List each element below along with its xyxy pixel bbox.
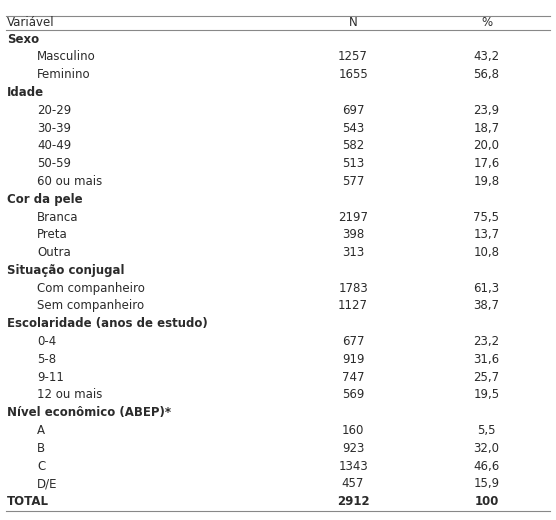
Text: 40-49: 40-49	[37, 139, 72, 152]
Text: 12 ou mais: 12 ou mais	[37, 388, 103, 401]
Text: 75,5: 75,5	[474, 211, 499, 224]
Text: 577: 577	[342, 175, 364, 188]
Text: TOTAL: TOTAL	[7, 495, 49, 508]
Text: 46,6: 46,6	[473, 460, 500, 473]
Text: 5,5: 5,5	[477, 424, 496, 437]
Text: 50-59: 50-59	[37, 157, 71, 170]
Text: 31,6: 31,6	[474, 353, 499, 366]
Text: 569: 569	[342, 388, 364, 401]
Text: 25,7: 25,7	[474, 371, 499, 384]
Text: 543: 543	[342, 122, 364, 135]
Text: 513: 513	[342, 157, 364, 170]
Text: 32,0: 32,0	[474, 442, 499, 455]
Text: 20,0: 20,0	[474, 139, 499, 152]
Text: Com companheiro: Com companheiro	[37, 282, 145, 295]
Text: 1655: 1655	[338, 68, 368, 81]
Text: 20-29: 20-29	[37, 104, 72, 116]
Text: A: A	[37, 424, 45, 437]
Text: 697: 697	[342, 104, 364, 116]
Text: 61,3: 61,3	[474, 282, 499, 295]
Text: 747: 747	[342, 371, 364, 384]
Text: Idade: Idade	[7, 86, 44, 99]
Text: Feminino: Feminino	[37, 68, 91, 81]
Text: 160: 160	[342, 424, 364, 437]
Text: 5-8: 5-8	[37, 353, 56, 366]
Text: 38,7: 38,7	[474, 300, 499, 313]
Text: 1257: 1257	[338, 50, 368, 63]
Text: 30-39: 30-39	[37, 122, 71, 135]
Text: 23,2: 23,2	[474, 335, 499, 348]
Text: Cor da pele: Cor da pele	[7, 193, 82, 206]
Text: Outra: Outra	[37, 246, 71, 259]
Text: 43,2: 43,2	[474, 50, 499, 63]
Text: 1343: 1343	[338, 460, 368, 473]
Text: 15,9: 15,9	[474, 477, 499, 490]
Text: 457: 457	[342, 477, 364, 490]
Text: Situação conjugal: Situação conjugal	[7, 264, 124, 277]
Text: 923: 923	[342, 442, 364, 455]
Text: 23,9: 23,9	[474, 104, 499, 116]
Text: 313: 313	[342, 246, 364, 259]
Text: Sexo: Sexo	[7, 33, 39, 46]
Text: 677: 677	[342, 335, 364, 348]
Text: 1783: 1783	[338, 282, 368, 295]
Text: Preta: Preta	[37, 228, 68, 241]
Text: Sem companheiro: Sem companheiro	[37, 300, 145, 313]
Text: Nível econômico (ABEP)*: Nível econômico (ABEP)*	[7, 406, 171, 419]
Text: 17,6: 17,6	[473, 157, 500, 170]
Text: %: %	[481, 16, 492, 29]
Text: 582: 582	[342, 139, 364, 152]
Text: 919: 919	[342, 353, 364, 366]
Text: Branca: Branca	[37, 211, 79, 224]
Text: D/E: D/E	[37, 477, 58, 490]
Text: 19,5: 19,5	[474, 388, 499, 401]
Text: 9-11: 9-11	[37, 371, 64, 384]
Text: 0-4: 0-4	[37, 335, 57, 348]
Text: 1127: 1127	[338, 300, 368, 313]
Text: 56,8: 56,8	[474, 68, 499, 81]
Text: 10,8: 10,8	[474, 246, 499, 259]
Text: N: N	[349, 16, 358, 29]
Text: 2912: 2912	[337, 495, 369, 508]
Text: Masculino: Masculino	[37, 50, 96, 63]
Text: C: C	[37, 460, 46, 473]
Text: 398: 398	[342, 228, 364, 241]
Text: Variável: Variável	[7, 16, 54, 29]
Text: 19,8: 19,8	[474, 175, 499, 188]
Text: 18,7: 18,7	[474, 122, 499, 135]
Text: Escolaridade (anos de estudo): Escolaridade (anos de estudo)	[7, 317, 207, 330]
Text: 13,7: 13,7	[474, 228, 499, 241]
Text: 2197: 2197	[338, 211, 368, 224]
Text: 60 ou mais: 60 ou mais	[37, 175, 102, 188]
Text: B: B	[37, 442, 46, 455]
Text: 100: 100	[474, 495, 499, 508]
